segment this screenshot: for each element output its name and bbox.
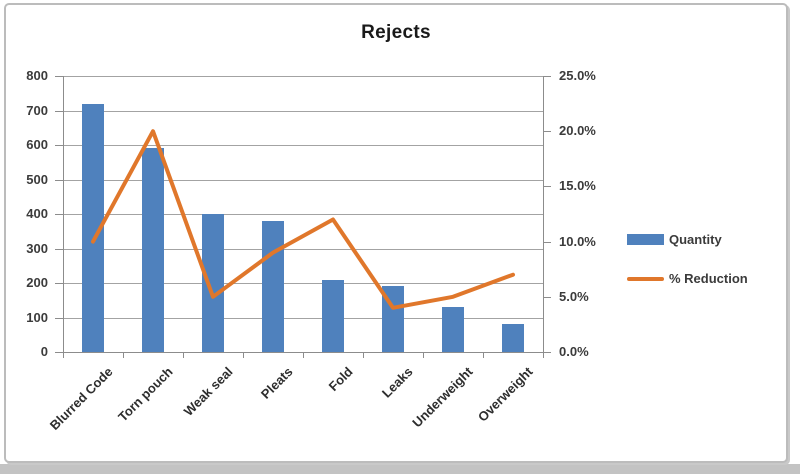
left-axis-tick-label: 400 [26,206,48,221]
left-axis-tick [55,317,63,319]
bar-weak-seal[interactable] [202,214,224,352]
bottom-axis-tick [543,352,544,358]
bottom-axis-tick [243,352,244,358]
bottom-axis-tick [303,352,304,358]
right-axis-tick-label: 15.0% [559,178,596,194]
right-axis-tick [543,352,551,353]
right-axis-tick-label: 20.0% [559,123,596,139]
right-axis-line [543,76,544,352]
gridline [63,283,543,284]
left-axis-tick-label: 600 [26,137,48,152]
left-axis-tick-label: 200 [26,275,48,290]
left-axis-tick [55,179,63,181]
right-axis-tick-label: 0.0% [559,344,589,359]
left-axis-tick-label: 700 [26,102,48,118]
left-axis-tick-label: 500 [26,171,48,187]
right-axis-tick-label: 5.0% [559,288,589,304]
bar-pleats[interactable] [262,220,284,352]
gridline [63,76,543,77]
gridline [63,214,543,215]
quantity-bar-swatch-icon [627,234,664,245]
left-axis-tick [55,283,63,284]
right-axis-tick [543,296,551,298]
bottom-axis-tick [183,352,184,358]
left-axis-line [63,76,64,358]
left-axis-tick-label: 100 [26,309,48,325]
bar-fold[interactable] [322,279,344,352]
left-axis-tick-label: 0 [40,344,48,359]
chart-legend: Quantity % Reduction [627,232,777,310]
left-axis-tick [55,352,63,353]
gridline [63,179,543,181]
bottom-axis-tick [483,352,484,358]
gridline [63,317,543,319]
bar-blurred-code[interactable] [82,103,104,352]
gridline [63,248,543,250]
bar-underweight[interactable] [442,307,464,352]
legend-label-reduction: % Reduction [669,271,748,286]
right-axis-tick-label: 10.0% [559,233,596,249]
right-axis-tick [543,131,551,133]
bar-leaks[interactable] [382,286,404,352]
right-axis-tick [543,186,551,188]
legend-label-quantity: Quantity [669,232,722,247]
gridline [63,110,543,112]
reduction-line-swatch-icon [627,276,664,281]
bottom-axis-tick [423,352,424,358]
legend-item-reduction[interactable]: % Reduction [627,271,777,286]
left-axis-tick [55,248,63,250]
legend-item-quantity[interactable]: Quantity [627,232,777,247]
bottom-axis-tick [123,352,124,358]
left-axis-tick [55,76,63,77]
bottom-axis-tick [63,352,64,358]
bar-torn-pouch[interactable] [142,148,164,352]
left-axis-tick [55,145,63,146]
right-axis-tick-label: 25.0% [559,68,596,83]
left-axis-tick [55,110,63,112]
left-axis-tick-label: 800 [26,68,48,83]
left-axis-tick-label: 300 [26,240,48,256]
window-background-strip [0,464,800,474]
chart-title: Rejects [361,22,431,43]
bottom-axis-tick [363,352,364,358]
left-axis-tick [55,214,63,215]
right-axis-tick [543,241,551,243]
bar-overweight[interactable] [502,324,524,352]
right-axis-tick [543,76,551,77]
gridline [63,145,543,146]
